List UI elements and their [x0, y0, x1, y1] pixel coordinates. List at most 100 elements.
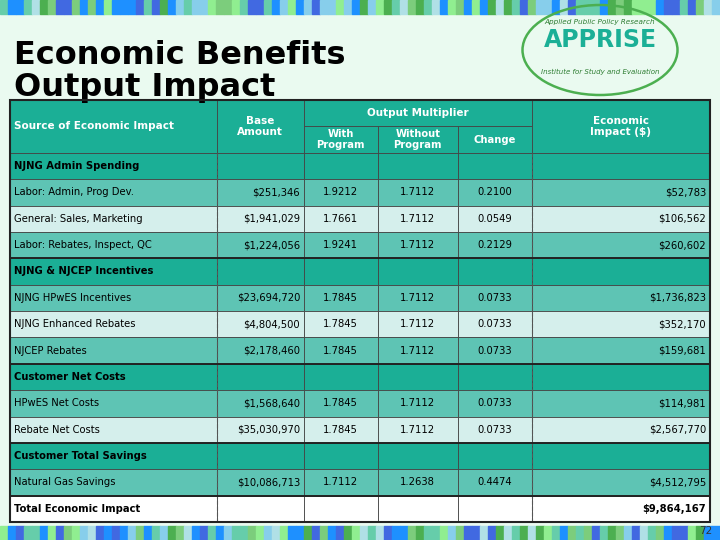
Bar: [272, 0, 280, 14]
Bar: [144, 0, 152, 14]
Bar: [10, 364, 217, 390]
Text: Economic Benefits: Economic Benefits: [14, 40, 346, 71]
Bar: [656, 526, 664, 540]
Bar: [10, 206, 217, 232]
Bar: [672, 0, 680, 14]
Bar: [456, 0, 464, 14]
Text: NJNG Admin Spending: NJNG Admin Spending: [14, 161, 140, 171]
Bar: [456, 526, 464, 540]
Text: $2,567,770: $2,567,770: [649, 424, 706, 435]
Bar: [520, 0, 528, 14]
Bar: [10, 232, 217, 258]
Bar: [224, 0, 232, 14]
Bar: [531, 179, 710, 206]
Text: $35,030,970: $35,030,970: [237, 424, 300, 435]
Bar: [531, 469, 710, 496]
Bar: [217, 469, 304, 496]
Text: Natural Gas Savings: Natural Gas Savings: [14, 477, 115, 488]
Bar: [416, 526, 424, 540]
Bar: [10, 338, 217, 364]
Bar: [560, 526, 568, 540]
Bar: [531, 100, 710, 153]
Bar: [704, 0, 712, 14]
Bar: [232, 526, 240, 540]
Bar: [72, 0, 80, 14]
Bar: [416, 0, 424, 14]
Bar: [217, 179, 304, 206]
Bar: [608, 526, 616, 540]
Bar: [458, 364, 531, 390]
Text: Customer Total Savings: Customer Total Savings: [14, 451, 147, 461]
Text: Source of Economic Impact: Source of Economic Impact: [14, 122, 174, 131]
Bar: [217, 496, 304, 522]
Bar: [296, 526, 304, 540]
Text: $106,562: $106,562: [658, 214, 706, 224]
Text: 0.0733: 0.0733: [477, 346, 512, 355]
Bar: [608, 0, 616, 14]
Bar: [377, 390, 458, 416]
Text: 1.7112: 1.7112: [400, 293, 436, 303]
Bar: [264, 0, 272, 14]
Bar: [304, 0, 312, 14]
Bar: [176, 526, 184, 540]
Bar: [640, 526, 648, 540]
Text: 1.7845: 1.7845: [323, 346, 358, 355]
Bar: [568, 526, 576, 540]
Bar: [440, 526, 448, 540]
Bar: [408, 0, 416, 14]
Bar: [64, 0, 72, 14]
Bar: [152, 526, 160, 540]
Bar: [680, 526, 688, 540]
Bar: [304, 126, 377, 153]
Bar: [10, 496, 217, 522]
Bar: [472, 0, 480, 14]
Bar: [10, 416, 217, 443]
Text: $4,804,500: $4,804,500: [243, 319, 300, 329]
Bar: [128, 0, 136, 14]
Bar: [10, 100, 217, 153]
Bar: [688, 526, 696, 540]
Bar: [520, 526, 528, 540]
Bar: [440, 0, 448, 14]
Text: 1.7112: 1.7112: [400, 214, 436, 224]
Bar: [304, 443, 377, 469]
Bar: [531, 258, 710, 285]
Bar: [16, 0, 24, 14]
Bar: [544, 526, 552, 540]
Bar: [288, 526, 296, 540]
Bar: [584, 526, 592, 540]
Bar: [104, 526, 112, 540]
Bar: [352, 526, 360, 540]
Bar: [377, 258, 458, 285]
Bar: [377, 338, 458, 364]
Bar: [392, 526, 400, 540]
Bar: [458, 416, 531, 443]
Bar: [0, 526, 8, 540]
Bar: [712, 526, 720, 540]
Bar: [40, 0, 48, 14]
Text: 0.2100: 0.2100: [477, 187, 512, 197]
Bar: [377, 285, 458, 311]
Bar: [458, 311, 531, 338]
Text: Base
Amount: Base Amount: [238, 116, 283, 137]
Text: $52,783: $52,783: [665, 187, 706, 197]
Bar: [120, 0, 128, 14]
Bar: [304, 416, 377, 443]
Bar: [304, 232, 377, 258]
Bar: [432, 0, 440, 14]
Bar: [128, 526, 136, 540]
Bar: [56, 526, 64, 540]
Bar: [400, 526, 408, 540]
Bar: [112, 526, 120, 540]
Text: 0.0733: 0.0733: [477, 319, 512, 329]
Text: 1.7661: 1.7661: [323, 214, 359, 224]
Bar: [458, 179, 531, 206]
Bar: [10, 443, 217, 469]
Bar: [217, 364, 304, 390]
Bar: [280, 526, 288, 540]
Bar: [464, 526, 472, 540]
Bar: [288, 0, 296, 14]
Bar: [458, 285, 531, 311]
Bar: [377, 206, 458, 232]
Text: $1,568,640: $1,568,640: [243, 399, 300, 408]
